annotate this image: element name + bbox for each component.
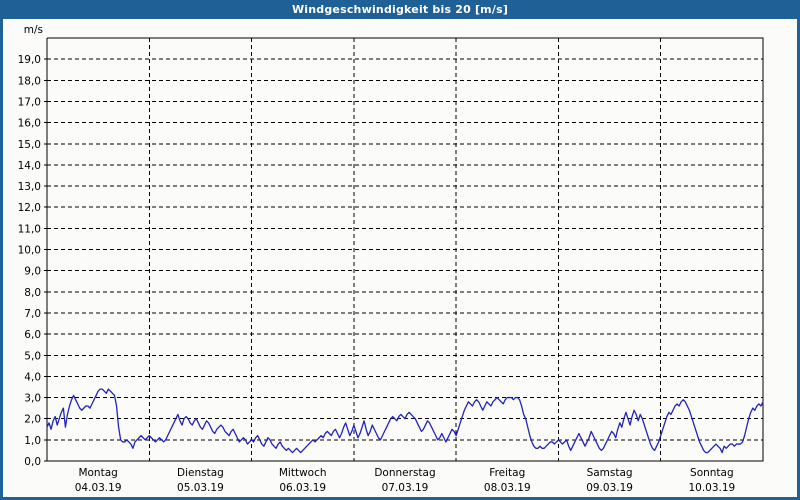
vertical-gridlines — [148, 38, 662, 461]
y-tick-label: 4,0 — [24, 371, 41, 383]
x-axis-day-labels: Montag 04.03.19 Dienstag 05.03.19 Mittwoch 06… — [75, 467, 735, 494]
y-tick-label: 10,0 — [18, 245, 41, 257]
y-tick-label: 18,0 — [18, 75, 41, 87]
y-tick-label: 3,0 — [24, 393, 41, 405]
y-tick-label: 7,0 — [24, 308, 41, 320]
wind-speed-series-line — [46, 388, 764, 454]
x-axis-day-date: 10.03.19 — [688, 482, 735, 494]
x-axis-day-name: Donnerstag — [374, 467, 435, 479]
y-tick-label: 1,0 — [24, 435, 41, 447]
y-tick-label: 14,0 — [18, 160, 41, 172]
x-axis-day-name: Montag — [78, 467, 117, 479]
y-tick-label: 0,0 — [24, 456, 41, 468]
y-tick-label: 16,0 — [18, 118, 41, 130]
x-axis-day-date: 08.03.19 — [484, 482, 531, 494]
y-tick-label: 5,0 — [24, 350, 41, 362]
y-tick-label: 9,0 — [24, 266, 41, 278]
x-axis-day-date: 07.03.19 — [382, 482, 429, 494]
y-tick-label: 15,0 — [18, 139, 41, 151]
x-axis-day-name: Sonntag — [690, 467, 734, 479]
y-tick-label: 19,0 — [18, 54, 41, 66]
y-tick-label: 6,0 — [24, 329, 41, 341]
x-axis-day-date: 09.03.19 — [586, 482, 633, 494]
y-tick-label: 11,0 — [18, 223, 41, 235]
x-axis-day-date: 04.03.19 — [75, 482, 122, 494]
y-axis-unit-label: m/s — [24, 24, 43, 36]
x-axis-day-name: Dienstag — [177, 467, 224, 479]
x-axis-day-name: Samstag — [587, 467, 633, 479]
x-axis-day-date: 05.03.19 — [177, 482, 224, 494]
x-axis-day-date: 06.03.19 — [279, 482, 326, 494]
axis-frame — [46, 37, 764, 462]
window-title: Windgeschwindigkeit bis 20 [m/s] — [0, 0, 800, 19]
y-tick-label: 8,0 — [24, 287, 41, 299]
x-axis-day-name: Freitag — [489, 467, 525, 479]
y-tick-label: 17,0 — [18, 96, 41, 108]
y-tick-label: 13,0 — [18, 181, 41, 193]
y-tick-label: 12,0 — [18, 202, 41, 214]
horizontal-gridlines — [47, 58, 763, 441]
chart-plot-area: 19,0 18,0 17,0 16,0 15,0 14,0 13,0 12,0 11,0 10,0… — [3, 19, 797, 497]
y-tick-label: 2,0 — [24, 414, 41, 426]
x-axis-day-name: Mittwoch — [279, 467, 327, 479]
wind-speed-line-chart: 19,0 18,0 17,0 16,0 15,0 14,0 13,0 12,0 11,0 10,0… — [18, 24, 764, 494]
y-axis-tick-labels: 19,0 18,0 17,0 16,0 15,0 14,0 13,0 12,0 11,0 10,0… — [18, 54, 41, 468]
